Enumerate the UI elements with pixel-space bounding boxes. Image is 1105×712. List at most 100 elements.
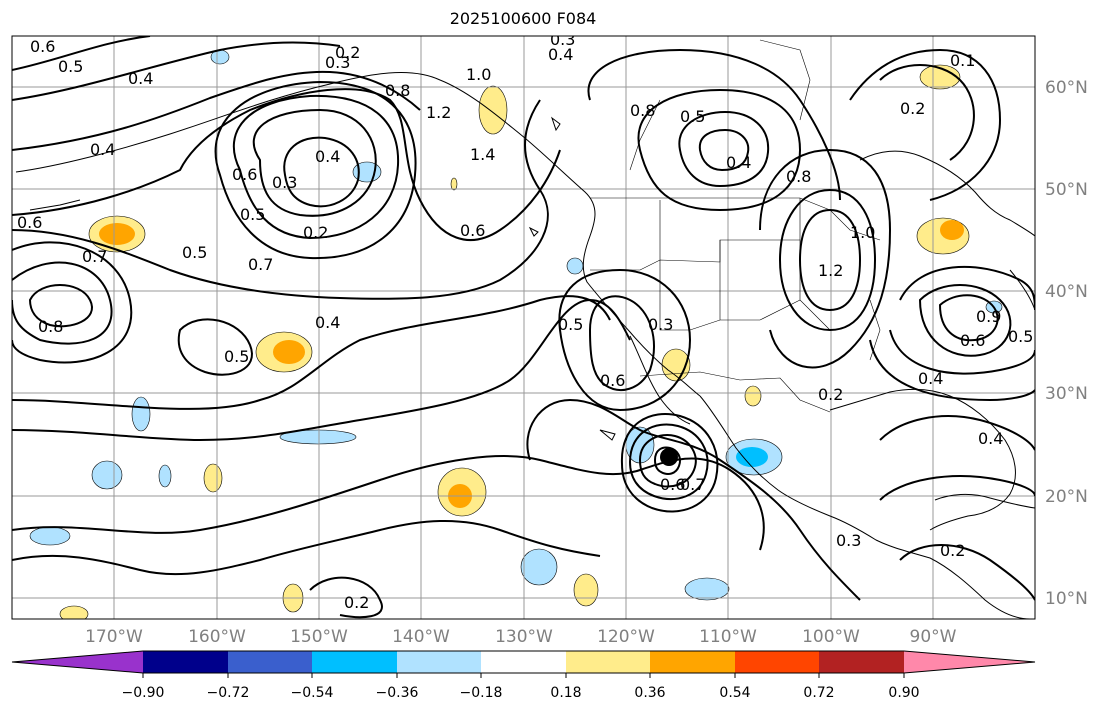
lon-tick-label: 110°W [699,627,757,647]
anomaly-patch-negative [566,257,584,275]
contour-label: 0.5 [182,243,207,262]
contour-label: 0.3 [325,53,350,72]
contour-label: 0.4 [315,313,340,332]
contour-label: 0.4 [726,153,751,172]
contour-label: 0.6 [960,331,985,350]
contour-label: 0.3 [272,173,297,192]
contour-label: 0.1 [950,51,975,70]
contour-label: 0.5 [58,57,83,76]
colorbar-tick-label: 0.72 [803,685,834,701]
anomaly-patch-positive [273,340,305,364]
contour-label: 0.3 [836,531,861,550]
anomaly-patch-negative [158,464,172,488]
contour-label: 0.8 [385,81,410,100]
contour-label: 0.4 [315,147,340,166]
contour-label: 1.4 [470,145,495,164]
map-panel: 0.6 0.5 0.4 0.2 0.3 0.4 0.3 0.8 1.0 1.2 … [12,30,1035,619]
contour-label: 0.2 [940,541,965,560]
contour-label: 0.6 [17,213,42,232]
contour-label: 0.2 [335,43,360,62]
colorbar-segment [228,651,312,673]
contour-label: 1.0 [850,223,875,242]
anomaly-patch-positive [573,573,599,607]
longitude-tick-labels: 170°W 160°W 150°W 140°W 130°W 120°W 110°… [85,627,957,647]
lon-tick-label: 170°W [85,627,143,647]
lat-tick-label: 20°N [1045,487,1088,507]
anomaly-patch-negative [279,429,357,445]
contour-label: 1.2 [426,103,451,122]
contour-label: 0.4 [548,45,573,64]
map-title: 2025100600 F084 [449,9,597,28]
anomaly-patch-positive [99,223,135,245]
lon-tick-label: 130°W [495,627,553,647]
contour-label: 0.6 [600,371,625,390]
colorbar-segment [312,651,397,673]
contour-label: 0.3 [550,30,575,49]
lon-tick-label: 100°W [802,627,860,647]
storm-center-marker [660,448,678,466]
contour-label: 1.2 [818,261,843,280]
colorbar-segment [143,651,228,673]
map-frame [11,35,1036,620]
contour-label: 0.5 [224,347,249,366]
lon-tick-label: 120°W [597,627,655,647]
contour-label: 0.2 [900,99,925,118]
anomaly-patch-positive [919,64,961,90]
anomaly-patch-negative [91,460,123,490]
colorbar-ticks [142,673,905,678]
contour-label: 0.8 [38,317,63,336]
lon-tick-label: 90°W [910,627,957,647]
colorbar-segment [397,651,481,673]
lat-lon-grid [12,36,1035,619]
lat-tick-label: 10°N [1045,589,1088,609]
colorbar-tick-label: −0.54 [291,685,334,701]
contour-lines [12,36,1035,619]
contour-label: 0.6 [660,475,685,494]
lat-tick-label: 40°N [1045,282,1088,302]
contour-label: 0.4 [978,429,1003,448]
contour-label: 0.2 [344,593,369,612]
colorbar-tick-label: −0.72 [207,685,250,701]
contour-label: 0.2 [818,385,843,404]
contour-label: 0.4 [128,69,153,88]
contour-label: 0.6 [460,221,485,240]
lat-tick-label: 30°N [1045,384,1088,404]
lon-tick-label: 140°W [392,627,450,647]
latitude-tick-labels: 60°N 50°N 40°N 30°N 20°N 10°N [1045,78,1088,609]
lat-tick-label: 60°N [1045,78,1088,98]
colorbar-tick-label: −0.18 [460,685,503,701]
anomaly-patch-negative [736,447,768,467]
colorbar-segment [566,651,650,673]
anomaly-patch-positive [744,385,762,407]
anomaly-patch-positive [478,85,508,135]
anomaly-patch-negative [684,577,730,601]
contour-label: 0.4 [918,369,943,388]
colorbar-tick-labels: −0.90 −0.72 −0.54 −0.36 −0.18 0.18 0.36 … [122,685,920,701]
colorbar-tick-label: 0.18 [550,685,581,701]
colorbar-segment [735,651,819,673]
colorbar: −0.90 −0.72 −0.54 −0.36 −0.18 0.18 0.36 … [11,650,1036,701]
anomaly-patch-positive [450,177,458,191]
colorbar-segment [12,651,143,673]
lat-tick-label: 50°N [1045,180,1088,200]
contour-label: 0.5 [1008,327,1033,346]
anomaly-patch-negative [131,396,151,432]
contour-labels: 0.6 0.5 0.4 0.2 0.3 0.4 0.3 0.8 1.0 1.2 … [17,30,1033,612]
anomaly-patch-positive [203,463,223,493]
colorbar-segment [481,651,566,673]
contour-label: 0.7 [680,475,705,494]
contour-label: 0.6 [30,37,55,56]
contour-label: 0.7 [248,255,273,274]
shaded-anomalies [29,49,1003,619]
contour-label: 0.4 [90,140,115,159]
contour-label: 0.5 [558,315,583,334]
anomaly-patch-positive [59,605,89,619]
contour-label: 0.9 [976,307,1001,326]
colorbar-tick-label: 0.36 [634,685,665,701]
contour-label: 0.6 [232,165,257,184]
contour-label: 1.0 [466,65,491,84]
contour-label: 0.5 [680,107,705,126]
colorbar-tick-label: −0.90 [122,685,165,701]
colorbar-tick-label: 0.90 [888,685,919,701]
contour-label: 0.8 [630,101,655,120]
